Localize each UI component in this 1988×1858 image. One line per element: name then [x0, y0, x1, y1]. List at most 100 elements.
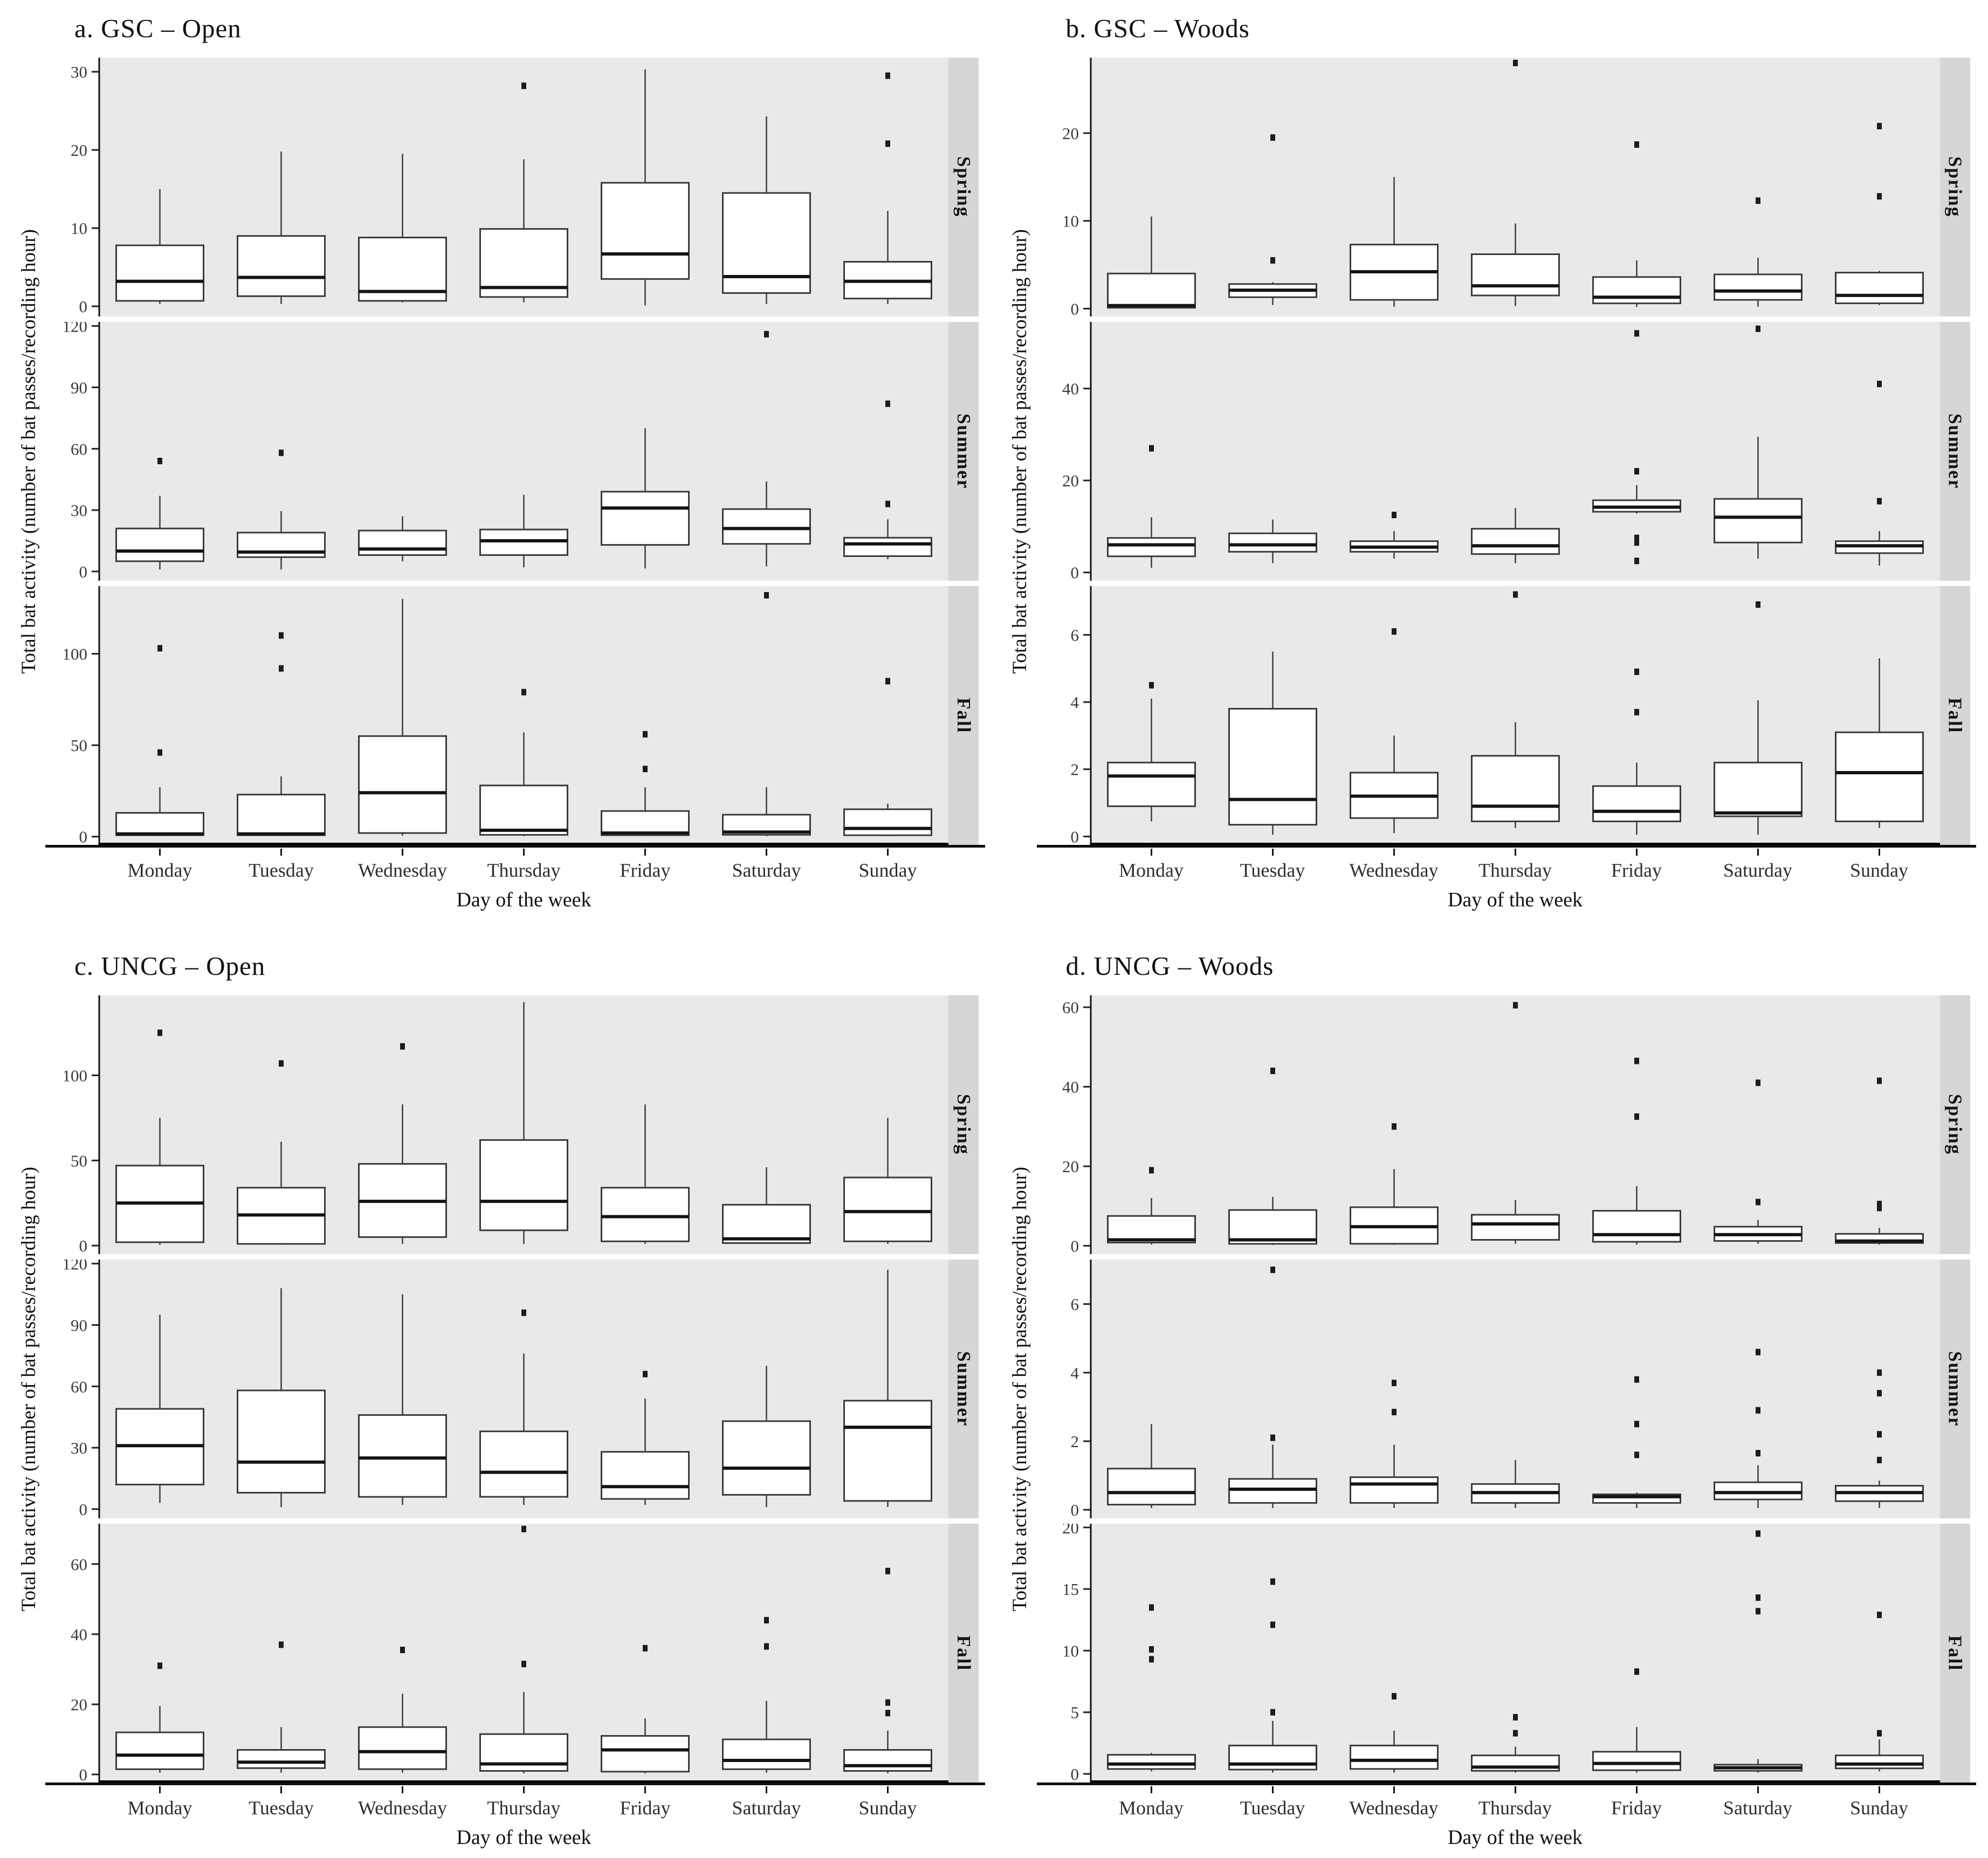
y-tick-label: 90 — [71, 1316, 87, 1334]
x-axis-title: Day of the week — [1447, 889, 1583, 911]
y-tick-label: 100 — [63, 1066, 88, 1085]
y-tick-label: 120 — [63, 322, 88, 336]
outlier-point — [1755, 601, 1760, 608]
box — [115, 812, 204, 836]
x-tick-mark — [1757, 849, 1759, 856]
y-tick-label: 120 — [63, 1260, 88, 1274]
x-label-sunday: Sunday — [827, 1786, 948, 1819]
box — [1106, 1215, 1196, 1244]
x-label-text: Tuesday — [249, 859, 314, 881]
box — [358, 735, 447, 834]
x-axis-title: Day of the week — [456, 1826, 591, 1849]
panel-c-uncg-open: c. UNCG – Open Total bat activity (numbe… — [12, 946, 985, 1849]
x-label-tuesday: Tuesday — [221, 1786, 342, 1819]
box — [1228, 1744, 1317, 1771]
outlier-point — [1512, 591, 1518, 598]
panel-b-body: Total bat activity (number of bat passes… — [1003, 58, 1977, 912]
y-tick-label: 20 — [1062, 1157, 1079, 1176]
y-axis-title-text: Total bat activity (number of bat passes… — [1009, 229, 1031, 674]
x-label-thursday: Thursday — [1455, 849, 1576, 882]
outlier-point — [1270, 1434, 1275, 1441]
outlier-point — [521, 82, 526, 90]
y-tick-label: 60 — [71, 1555, 87, 1574]
y-tick-label: 5 — [1070, 1703, 1079, 1722]
y-tick-label: 0 — [1070, 1765, 1079, 1783]
strip-summer: Summer — [1939, 322, 1970, 581]
outlier-point — [1270, 134, 1275, 141]
x-tick-mark — [1393, 1786, 1395, 1793]
y-tick-label: 15 — [1062, 1580, 1079, 1599]
x-tick-mark — [1271, 1786, 1274, 1793]
box — [1592, 785, 1681, 822]
outlier-point — [1755, 1594, 1760, 1601]
y-axis-title-text: Total bat activity (number of bat passes… — [1009, 1166, 1031, 1612]
x-label-text: Friday — [620, 1797, 671, 1819]
outlier-point — [1148, 682, 1154, 689]
box — [1106, 761, 1196, 807]
x-axis-title: Day of the week — [1447, 1826, 1583, 1849]
panel-a-body: Total bat activity (number of bat passes… — [12, 58, 985, 912]
outlier-point — [1634, 558, 1639, 565]
outlier-point — [157, 1662, 162, 1669]
x-label-text: Saturday — [732, 1797, 801, 1819]
y-tick-label: 60 — [71, 1377, 87, 1396]
x-tick-mark — [1150, 1786, 1152, 1793]
box — [601, 182, 690, 280]
y-tick-label: 0 — [1070, 563, 1079, 581]
strip-fall: Fall — [948, 586, 979, 845]
outlier-point — [1755, 197, 1760, 204]
x-tick-mark — [766, 1786, 767, 1793]
y-tick-label: 40 — [1062, 380, 1079, 398]
box — [358, 1414, 447, 1498]
box — [1106, 537, 1196, 558]
box — [722, 1420, 811, 1496]
facet-c-spring: 0 50 100 Spring — [45, 995, 985, 1254]
outlier-point — [157, 645, 162, 652]
facet-plot-summer: 0 20 40 — [1062, 322, 1940, 581]
outlier-point — [1634, 1113, 1639, 1120]
box — [843, 1400, 932, 1502]
y-tick-label: 10 — [71, 219, 87, 238]
outlier-point — [157, 458, 162, 464]
x-label-text: Saturday — [732, 859, 801, 881]
strip-summer: Summer — [948, 322, 979, 581]
x-label-text: Thursday — [487, 859, 561, 881]
outlier-point — [1755, 1530, 1760, 1537]
outlier-point — [1755, 1608, 1760, 1615]
outlier-point — [1755, 1407, 1760, 1414]
y-axis-title: Total bat activity (number of bat passes… — [1003, 995, 1037, 1783]
strip-spring: Spring — [1939, 995, 1970, 1254]
x-label-saturday: Saturday — [706, 849, 827, 882]
box — [1228, 532, 1317, 553]
y-axis-title-text: Total bat activity (number of bat passes… — [17, 1166, 40, 1612]
strip-fall: Fall — [1939, 586, 1970, 845]
outlier-point — [643, 1644, 648, 1651]
panel-d-title: d. UNCG – Woods — [1065, 951, 1274, 981]
x-tick-mark — [402, 849, 403, 856]
x-axis-labels: Monday Tuesday Wednesday Thursday Friday Satu… — [1091, 849, 1940, 882]
x-label-text: Thursday — [1478, 859, 1552, 881]
outlier-point — [1755, 325, 1760, 332]
facet-d-summer: 0 2 4 6 Summer — [1037, 1260, 1977, 1518]
outlier-point — [1634, 534, 1639, 541]
y-tick-label: 2 — [1070, 760, 1079, 779]
box — [1834, 1754, 1924, 1770]
outlier-point — [764, 331, 769, 338]
x-label-text: Sunday — [1850, 859, 1908, 881]
x-label-sunday: Sunday — [827, 849, 948, 882]
facet-b-spring: 0 10 20 Spring — [1037, 58, 1977, 316]
outlier-point — [1876, 1730, 1882, 1737]
panel-b-title: b. GSC – Woods — [1065, 13, 1250, 43]
strip-spring: Spring — [948, 995, 979, 1254]
panel-d-body: Total bat activity (number of bat passes… — [1003, 995, 1977, 1849]
strip-label: Spring — [953, 156, 974, 218]
outlier-point — [521, 689, 526, 696]
outlier-point — [1391, 1408, 1397, 1415]
y-axis-title: Total bat activity (number of bat passes… — [1003, 58, 1037, 845]
y-tick-label: 0 — [79, 1500, 88, 1518]
outlier-point — [643, 766, 648, 773]
box — [1349, 1744, 1439, 1770]
y-tick-label: 100 — [63, 645, 88, 664]
outlier-point — [1876, 1456, 1882, 1463]
x-label-text: Wednesday — [1349, 859, 1439, 881]
